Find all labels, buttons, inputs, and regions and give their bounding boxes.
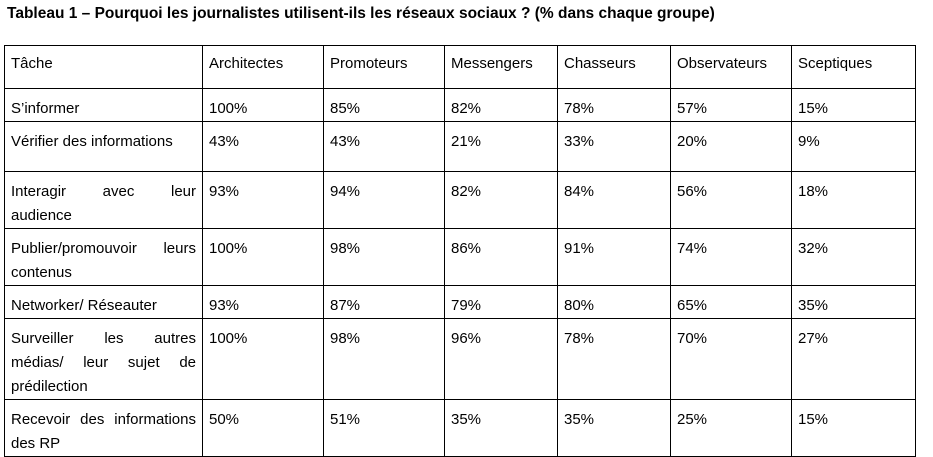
value-cell: 27% xyxy=(791,318,916,400)
value-cell: 25% xyxy=(670,399,792,457)
value-cell: 51% xyxy=(323,399,445,457)
table-row: Interagir avec leur audience 93% 94% 82%… xyxy=(4,171,916,229)
value-cell: 85% xyxy=(323,88,445,122)
task-cell: Surveiller les autres médias/ leur sujet… xyxy=(4,318,203,400)
value-cell: 100% xyxy=(202,318,324,400)
header-cell: Architectes xyxy=(202,45,324,89)
data-table: Tâche Architectes Promoteurs Messengers … xyxy=(4,45,916,457)
value-cell: 78% xyxy=(557,318,671,400)
value-cell: 32% xyxy=(791,228,916,286)
table-row: Recevoir des informations des RP 50% 51%… xyxy=(4,399,916,457)
value-cell: 21% xyxy=(444,121,558,172)
value-cell: 94% xyxy=(323,171,445,229)
value-cell: 20% xyxy=(670,121,792,172)
header-cell: Sceptiques xyxy=(791,45,916,89)
header-cell: Messengers xyxy=(444,45,558,89)
value-cell: 50% xyxy=(202,399,324,457)
value-cell: 15% xyxy=(791,88,916,122)
header-cell: Chasseurs xyxy=(557,45,671,89)
value-cell: 78% xyxy=(557,88,671,122)
value-cell: 100% xyxy=(202,88,324,122)
value-cell: 33% xyxy=(557,121,671,172)
header-cell: Tâche xyxy=(4,45,203,89)
value-cell: 74% xyxy=(670,228,792,286)
table-header-row: Tâche Architectes Promoteurs Messengers … xyxy=(4,45,916,89)
value-cell: 86% xyxy=(444,228,558,286)
header-cell: Observateurs xyxy=(670,45,792,89)
value-cell: 35% xyxy=(557,399,671,457)
task-cell: Recevoir des informations des RP xyxy=(4,399,203,457)
value-cell: 56% xyxy=(670,171,792,229)
value-cell: 35% xyxy=(444,399,558,457)
value-cell: 82% xyxy=(444,88,558,122)
value-cell: 43% xyxy=(202,121,324,172)
value-cell: 80% xyxy=(557,285,671,319)
task-cell: Publier/promouvoir leurs contenus xyxy=(4,228,203,286)
header-cell: Promoteurs xyxy=(323,45,445,89)
value-cell: 79% xyxy=(444,285,558,319)
value-cell: 18% xyxy=(791,171,916,229)
table-row: Surveiller les autres médias/ leur sujet… xyxy=(4,318,916,400)
value-cell: 70% xyxy=(670,318,792,400)
task-cell: Interagir avec leur audience xyxy=(4,171,203,229)
value-cell: 100% xyxy=(202,228,324,286)
task-cell: S’informer xyxy=(4,88,203,122)
value-cell: 43% xyxy=(323,121,445,172)
table-title: Tableau 1 – Pourquoi les journalistes ut… xyxy=(7,5,715,22)
value-cell: 82% xyxy=(444,171,558,229)
table-row: Publier/promouvoir leurs contenus 100% 9… xyxy=(4,228,916,286)
task-cell: Networker/ Réseauter xyxy=(4,285,203,319)
value-cell: 91% xyxy=(557,228,671,286)
value-cell: 57% xyxy=(670,88,792,122)
value-cell: 98% xyxy=(323,228,445,286)
value-cell: 65% xyxy=(670,285,792,319)
value-cell: 9% xyxy=(791,121,916,172)
value-cell: 84% xyxy=(557,171,671,229)
value-cell: 87% xyxy=(323,285,445,319)
table-row: S’informer 100% 85% 82% 78% 57% 15% xyxy=(4,88,916,122)
table-row: Vérifier des informations 43% 43% 21% 33… xyxy=(4,121,916,172)
table-row: Networker/ Réseauter 93% 87% 79% 80% 65%… xyxy=(4,285,916,319)
value-cell: 35% xyxy=(791,285,916,319)
value-cell: 96% xyxy=(444,318,558,400)
task-cell: Vérifier des informations xyxy=(4,121,203,172)
value-cell: 98% xyxy=(323,318,445,400)
value-cell: 15% xyxy=(791,399,916,457)
value-cell: 93% xyxy=(202,285,324,319)
value-cell: 93% xyxy=(202,171,324,229)
